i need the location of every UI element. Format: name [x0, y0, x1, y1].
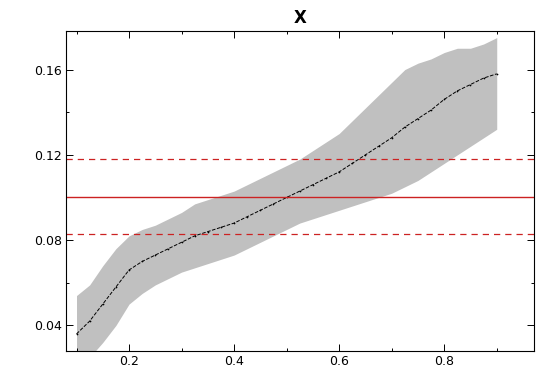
- Title: X: X: [293, 9, 306, 27]
